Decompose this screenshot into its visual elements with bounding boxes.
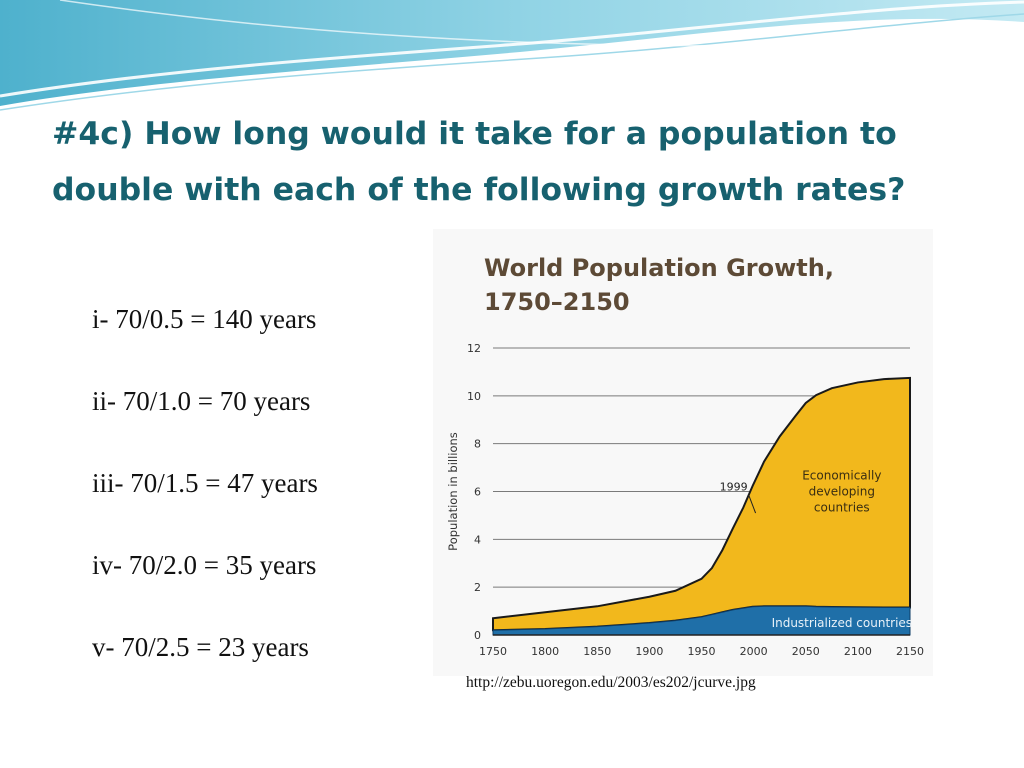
chart-title-line: World Population Growth,: [484, 254, 834, 282]
annotation-1999: 1999: [720, 481, 748, 494]
x-tick-label: 2100: [844, 645, 872, 658]
x-tick-label: 2000: [740, 645, 768, 658]
x-tick-label: 2150: [896, 645, 924, 658]
annotation-developing-label: developing: [809, 485, 875, 499]
y-tick-label: 0: [474, 629, 481, 642]
calc-item-3: iii- 70/1.5 = 47 years: [92, 468, 318, 498]
annotation-developing-label: Economically: [802, 469, 881, 483]
doubling-time-list: i- 70/0.5 = 140 years ii- 70/1.0 = 70 ye…: [92, 298, 318, 708]
header-wave-decoration: [0, 0, 1024, 111]
y-tick-label: 8: [474, 438, 481, 451]
x-tick-label: 1900: [635, 645, 663, 658]
calc-item-5: v- 70/2.5 = 23 years: [92, 632, 309, 662]
population-chart: World Population Growth, 1750–2150 0 2 4 6 8 10…: [433, 229, 933, 676]
x-tick-label: 1850: [583, 645, 611, 658]
slide-title: #4c) How long would it take for a popula…: [52, 116, 906, 208]
y-tick-label: 12: [467, 342, 481, 355]
annotation-industrialized-label: Industrialized countries: [772, 616, 912, 630]
y-tick-label: 2: [474, 581, 481, 594]
annotation-1999-pointer: [748, 494, 757, 514]
calc-item-2: ii- 70/1.0 = 70 years: [92, 386, 311, 416]
x-tick-label: 1950: [688, 645, 716, 658]
source-url[interactable]: http://zebu.uoregon.edu/2003/es202/jcurv…: [466, 674, 756, 691]
x-tick-label: 2050: [792, 645, 820, 658]
y-axis-label: Population in billions: [446, 432, 460, 551]
calc-item-4: iv- 70/2.0 = 35 years: [92, 550, 317, 580]
y-tick-label: 6: [474, 486, 481, 499]
chart-canvas: World Population Growth, 1750–2150 0 2 4 6 8 10…: [446, 254, 924, 658]
x-tick-label: 1750: [479, 645, 507, 658]
y-tick-label: 4: [474, 533, 481, 546]
chart-title-line: 1750–2150: [484, 288, 630, 316]
x-tick-label: 1800: [531, 645, 559, 658]
calc-item-1: i- 70/0.5 = 140 years: [92, 304, 317, 334]
annotation-developing-label: countries: [814, 501, 870, 515]
y-tick-label: 10: [467, 390, 481, 403]
